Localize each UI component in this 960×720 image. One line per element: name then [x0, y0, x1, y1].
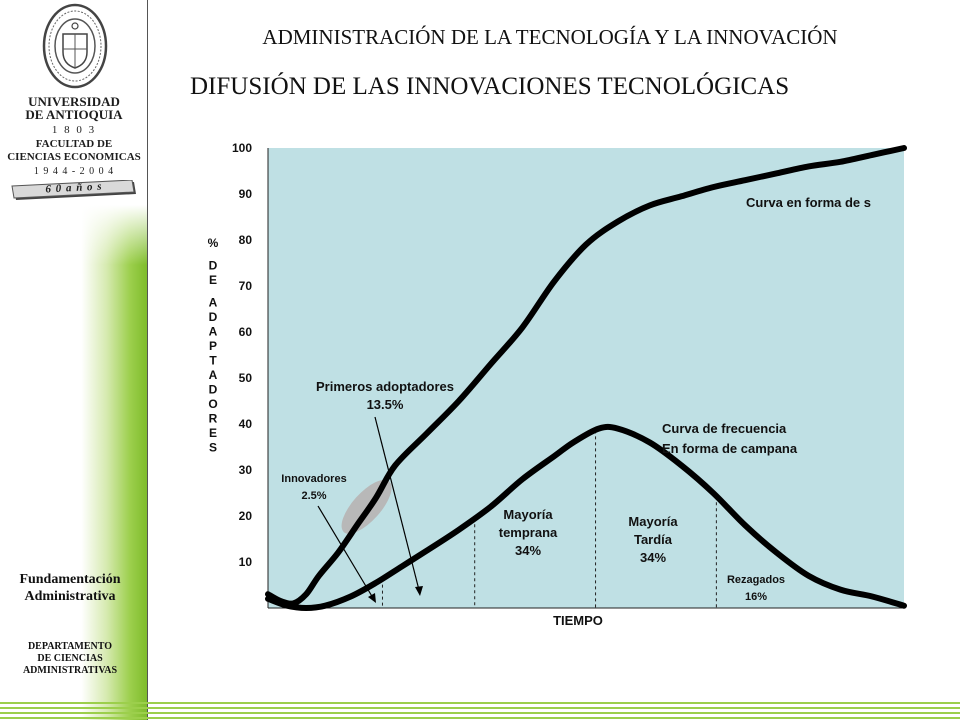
- sidebar: UNIVERSIDAD DE ANTIOQUIA 1 8 0 3 FACULTA…: [0, 0, 148, 720]
- innovators-label-line1: Innovadores: [281, 473, 346, 485]
- y-tick-label: 10: [239, 555, 253, 569]
- university-name-line1: UNIVERSIDAD: [28, 94, 120, 109]
- bell-curve-label-line2: En forma de campana: [662, 441, 798, 456]
- y-tick-label: 30: [239, 463, 253, 477]
- founded-year: 1 8 0 3: [51, 124, 97, 136]
- bell-curve-label-line1: Curva de frecuencia: [662, 421, 787, 436]
- y-axis-label-char: E: [209, 426, 217, 440]
- y-axis-label-char: A: [209, 296, 218, 310]
- y-axis-label-char: O: [208, 397, 217, 411]
- y-axis-label-char: A: [209, 325, 218, 339]
- early-adopters-arrowhead: [415, 586, 423, 596]
- segment-dividers: [381, 430, 717, 608]
- y-tick-label: 50: [239, 371, 253, 385]
- late-majority-label-line1: Mayoría: [628, 514, 678, 529]
- sidebar-divider: [147, 0, 148, 720]
- late-majority-label-line3: 34%: [640, 550, 666, 565]
- x-axis-label: TIEMPO: [553, 613, 603, 628]
- s-curve-label: Curva en forma de s: [746, 195, 871, 210]
- university-name-line2: DE ANTIOQUIA: [25, 107, 123, 122]
- anniversary-tag: [11, 180, 136, 200]
- course-name-line1: Fundamentación: [19, 572, 121, 587]
- y-axis-label-char: D: [209, 383, 218, 397]
- y-tick-label: 40: [239, 417, 253, 431]
- innovators-arrow: [317, 505, 374, 599]
- course-title: ADMINISTRACIÓN DE LA TECNOLOGÍA Y LA INN…: [262, 25, 838, 49]
- early-adopters-arrow: [374, 416, 420, 591]
- department-line3: ADMINISTRATIVAS: [22, 665, 118, 676]
- university-seal-icon: [42, 3, 108, 89]
- early-majority-label-line3: 34%: [515, 543, 541, 558]
- y-tick-label: 90: [239, 187, 253, 201]
- bottom-stripes: [0, 700, 960, 720]
- innovators-arrowhead: [368, 593, 376, 603]
- department-name: DEPARTAMENTO DE CIENCIAS ADMINISTRATIVAS: [0, 641, 140, 677]
- faculty-years: 1 9 4 4 - 2 0 0 4: [33, 166, 115, 177]
- sidebar-fade: [0, 205, 148, 265]
- s-curve-line: [265, 145, 907, 607]
- plot-area: [268, 148, 904, 608]
- laggards-label-line2: 16%: [745, 591, 767, 603]
- y-tick-label: 20: [239, 509, 253, 523]
- y-axis-label-char: R: [209, 412, 218, 426]
- y-axis-label-char: D: [209, 259, 218, 273]
- y-axis-label-char: S: [209, 441, 217, 455]
- faculty-name-line2: CIENCIAS ECONOMICAS: [7, 151, 141, 163]
- course-name: Fundamentación Administrativa: [0, 571, 140, 605]
- slide-title: DIFUSIÓN DE LAS INNOVACIONES TECNOLÓGICA…: [190, 73, 790, 100]
- y-tick-label: 100: [232, 141, 252, 155]
- laggards-label-line1: Rezagados: [727, 574, 785, 586]
- y-axis-label-char: T: [209, 354, 217, 368]
- y-axis-label-char: A: [209, 368, 218, 382]
- y-axis-label-char: %: [208, 236, 219, 250]
- y-tick-label: 80: [239, 233, 253, 247]
- department-line1: DEPARTAMENTO: [27, 641, 113, 652]
- y-tick-label: 60: [239, 325, 253, 339]
- y-tick-label: 70: [239, 279, 253, 293]
- early-majority-label-line2: temprana: [499, 525, 558, 540]
- department-line2: DE CIENCIAS: [37, 653, 103, 664]
- bell-curve-line: [265, 423, 907, 611]
- early-majority-label-line1: Mayoría: [503, 507, 553, 522]
- innovators-label-line2: 2.5%: [301, 490, 326, 502]
- late-majority-label-line2: Tardía: [634, 532, 673, 547]
- y-axis-label-char: P: [209, 339, 217, 353]
- y-axis-label-char: D: [209, 310, 218, 324]
- course-name-line2: Administrativa: [24, 589, 116, 604]
- early-adopters-label-line1: Primeros adoptadores: [316, 379, 454, 394]
- early-adopters-label-line2: 13.5%: [367, 397, 404, 412]
- faculty-name-line1: FACULTAD DE: [35, 138, 113, 150]
- y-ticks: 10 20 30 40 50 60 70 80 90 100: [232, 141, 252, 569]
- y-axis-label-char: E: [209, 273, 217, 287]
